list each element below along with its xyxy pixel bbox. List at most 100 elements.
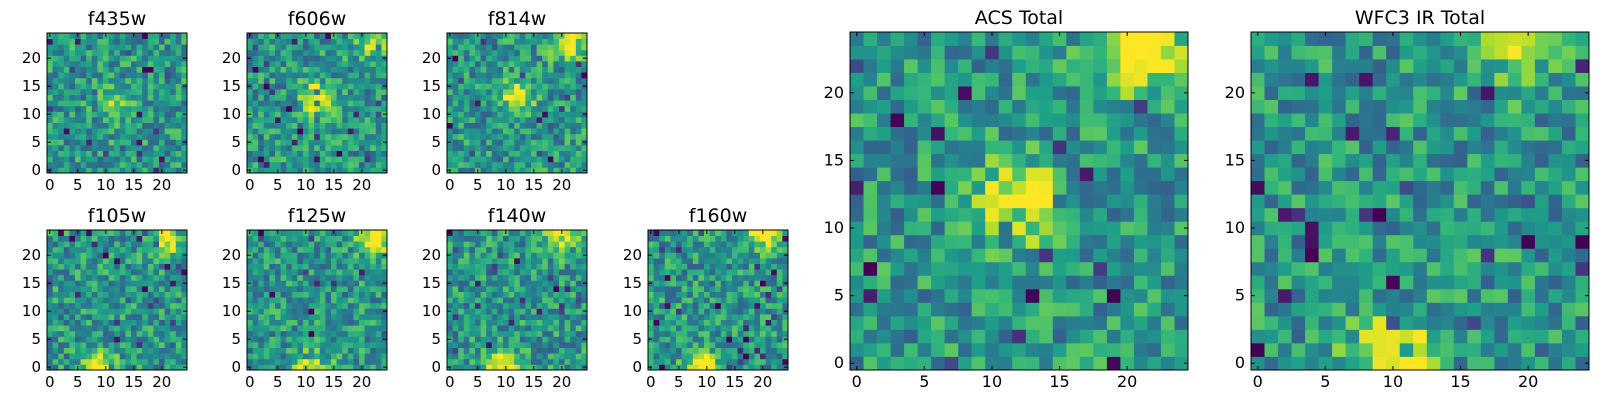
heatmap-cell	[1025, 315, 1040, 330]
heatmap-cell	[370, 252, 377, 259]
heatmap-cell	[69, 291, 76, 298]
heatmap-cell	[452, 105, 459, 112]
heatmap-cell	[531, 263, 537, 270]
heatmap-cell	[314, 297, 321, 304]
heatmap-cell	[715, 336, 722, 343]
heatmap-cell	[63, 330, 70, 337]
heatmap-cell	[519, 319, 526, 326]
heatmap-cell	[1093, 329, 1108, 344]
heatmap-cell	[63, 61, 70, 67]
heatmap-cell	[336, 269, 343, 276]
heatmap-cell	[531, 111, 537, 118]
heatmap-cell	[286, 72, 293, 79]
heatmap-cell	[570, 111, 577, 118]
heatmap-cell	[542, 241, 549, 248]
heatmap-cell	[153, 49, 160, 56]
heatmap-cell	[336, 252, 343, 259]
heatmap-cell	[1093, 342, 1108, 357]
heatmap-cell	[359, 286, 365, 292]
heatmap-cell	[447, 342, 453, 348]
heatmap-cell	[559, 325, 565, 332]
heatmap-cell	[336, 139, 343, 146]
heatmap-cell	[564, 122, 571, 129]
heatmap-cell	[542, 89, 549, 95]
heatmap-cell	[720, 314, 727, 320]
heatmap-cell	[52, 156, 59, 163]
heatmap-cell	[704, 308, 710, 315]
heatmap-cell	[664, 358, 671, 365]
heatmap-cell	[491, 353, 498, 360]
heatmap-cell	[103, 122, 109, 129]
heatmap-cell	[570, 274, 577, 281]
heatmap-cell	[142, 49, 149, 56]
heatmap-cell	[1025, 261, 1040, 276]
heatmap-cell	[553, 297, 560, 304]
heatmap-cell	[559, 100, 565, 107]
heatmap-cell	[648, 291, 654, 298]
heatmap-cell	[258, 38, 265, 45]
heatmap-cell	[347, 258, 354, 264]
heatmap-cell	[452, 94, 459, 101]
heatmap-cell	[771, 364, 778, 371]
heatmap-cell	[1174, 207, 1189, 222]
heatmap-cell	[559, 336, 565, 343]
heatmap-cell	[319, 269, 326, 276]
heatmap-cell	[931, 167, 946, 182]
heatmap-cell	[80, 308, 87, 315]
heatmap-cell	[720, 286, 727, 292]
heatmap-cell	[985, 261, 1000, 276]
heatmap-cell	[297, 139, 304, 146]
heatmap-cell	[364, 241, 371, 248]
heatmap-cell	[331, 342, 337, 348]
heatmap-cell	[375, 38, 382, 45]
heatmap-cell	[765, 308, 772, 315]
heatmap-cell	[325, 72, 332, 79]
heatmap-cell	[514, 230, 521, 236]
heatmap-cell	[147, 44, 154, 51]
heatmap-cell	[164, 72, 171, 79]
heatmap-cell	[720, 319, 727, 326]
heatmap-cell	[58, 44, 65, 51]
heatmap-cell	[497, 269, 504, 276]
heatmap-cell	[347, 72, 354, 79]
heatmap-cell	[258, 364, 265, 371]
heatmap-cell	[331, 77, 337, 84]
heatmap-cell	[347, 325, 354, 332]
heatmap-cell	[359, 297, 365, 304]
heatmap-cell	[347, 150, 354, 157]
heatmap-cell	[353, 291, 360, 298]
y-tick-label: 20	[22, 49, 41, 67]
heatmap-cell	[653, 314, 660, 320]
heatmap-cell	[280, 72, 287, 79]
heatmap-cell	[164, 252, 171, 259]
heatmap-cell	[715, 274, 722, 281]
heatmap-cell	[581, 72, 588, 79]
heatmap-cell	[336, 49, 343, 56]
heatmap-cell	[58, 342, 65, 348]
heatmap-cell	[319, 49, 326, 56]
heatmap-cell	[63, 286, 70, 292]
heatmap-cell	[269, 258, 276, 264]
heatmap-cell	[514, 308, 521, 315]
heatmap-cell	[297, 105, 304, 112]
heatmap-cell	[375, 145, 382, 151]
heatmap-cell	[97, 38, 104, 45]
heatmap-cell	[715, 308, 722, 315]
heatmap-cell	[497, 94, 504, 101]
heatmap-cell	[748, 258, 755, 264]
heatmap-cell	[175, 117, 182, 123]
heatmap-cell	[508, 77, 515, 84]
x-tick-label: 5	[473, 176, 483, 194]
heatmap-cell	[336, 308, 343, 315]
heatmap-cell	[269, 83, 276, 90]
heatmap-cell	[754, 342, 761, 348]
heatmap-cell	[125, 105, 132, 112]
heatmap-cell	[447, 66, 453, 73]
heatmap-cell	[863, 167, 878, 182]
heatmap-cell	[263, 139, 270, 146]
heatmap-cell	[536, 286, 543, 292]
heatmap-cell	[170, 364, 177, 371]
heatmap-cell	[1012, 207, 1027, 222]
heatmap-cell	[164, 353, 171, 360]
heatmap-cell	[108, 72, 115, 79]
